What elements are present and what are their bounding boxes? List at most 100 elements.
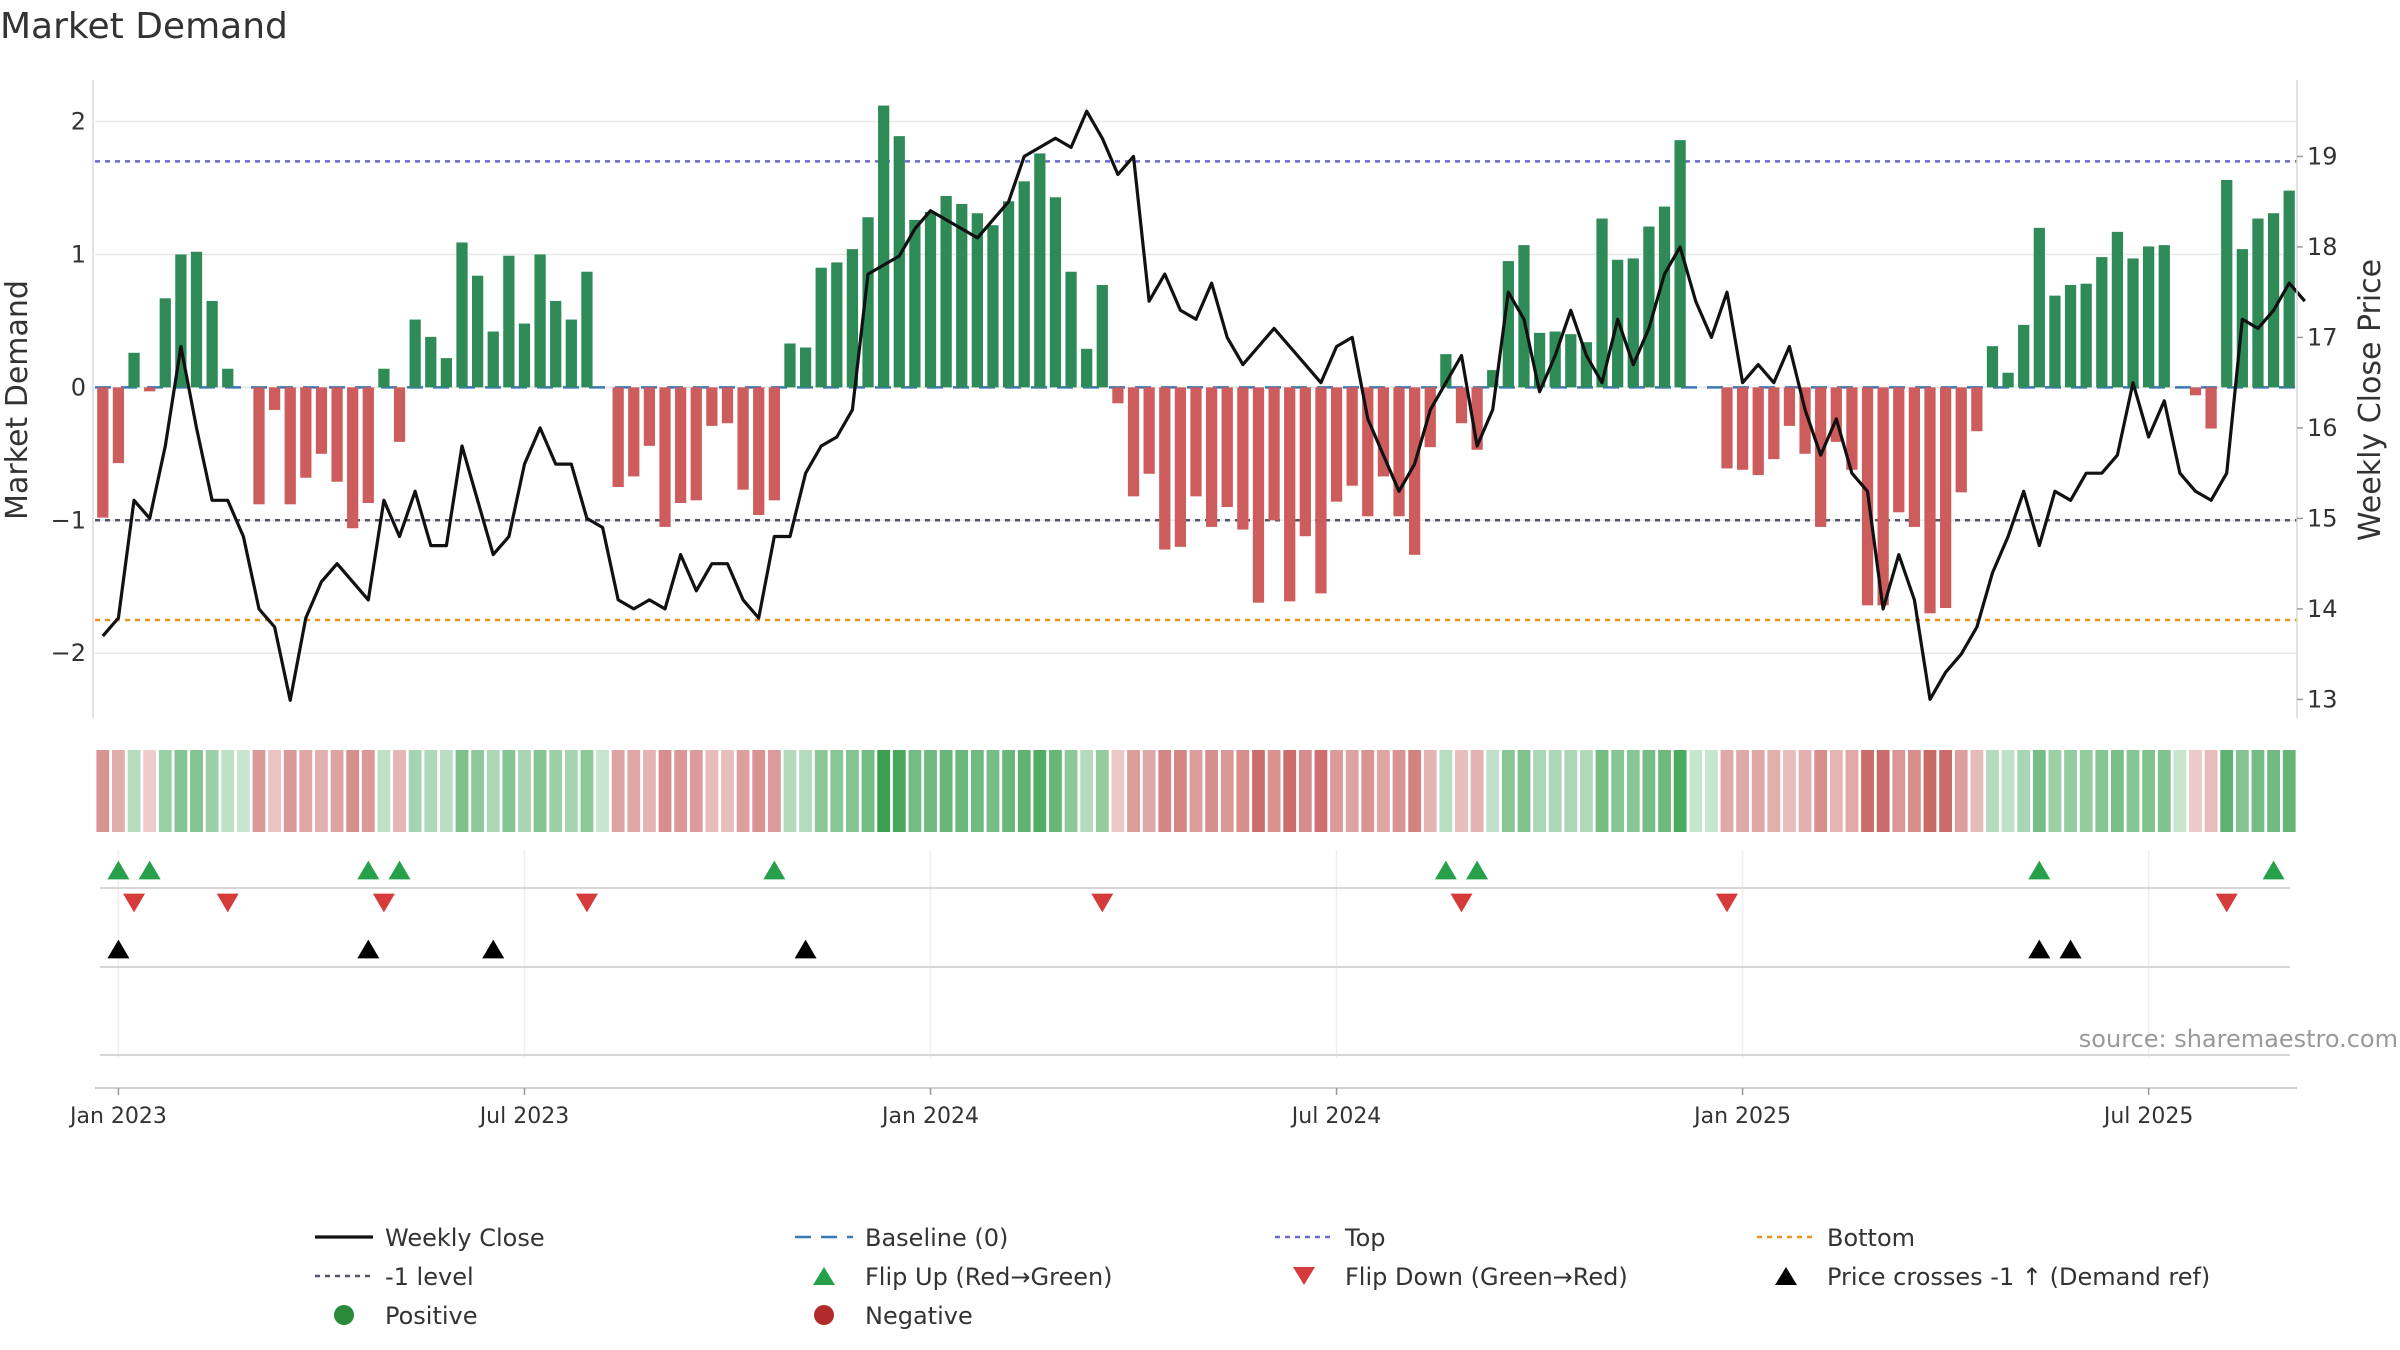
demand-bar-positive [222,368,234,388]
price-cross-marker [107,939,130,959]
demand-bar-negative [1752,387,1764,476]
heatmap-cell [2204,750,2218,832]
flip-up-marker [388,860,411,880]
heatmap-cell [1595,750,1609,832]
demand-bar-positive [940,195,952,388]
signal-markers [100,860,2290,1056]
demand-bar-negative [97,387,109,518]
heatmap-cell [1142,750,1156,832]
legend-label-minus-one: -1 level [385,1263,474,1291]
heatmap-cell [315,750,328,832]
heatmap-cell [1330,750,1343,832]
demand-bar-negative [706,387,718,426]
demand-bar-positive [1580,342,1593,388]
y-tick-label: 1 [71,240,86,268]
demand-bar-negative [144,387,156,392]
heatmap-cell [1345,750,1359,832]
flip-down-marker [372,893,395,913]
demand-bar-negative [1721,387,1733,469]
heatmap-cell [1673,750,1687,832]
demand-bar-positive [503,255,515,388]
heatmap-cell [1720,750,1734,832]
demand-bar-negative [347,387,359,529]
heatmap-cell [330,750,344,832]
heatmap-cell [689,750,703,832]
flip-up-marker [763,860,786,880]
demand-bar-positive [1096,285,1108,388]
demand-bar-positive [1643,226,1655,388]
heatmap-cell [455,750,469,832]
demand-bar-negative [1252,387,1265,603]
heatmap-cell [439,750,453,832]
heatmap-cell [2064,750,2077,832]
demand-bar-positive [831,262,843,388]
demand-bar-positive [1986,346,1999,388]
heatmap-cell [1189,750,1203,832]
heatmap-cell [814,750,828,832]
heatmap-cell [1423,750,1437,832]
heatmap-cell [2048,750,2062,832]
x-tick-label: Jul 2024 [1290,1104,1382,1129]
legend-label-baseline: Baseline (0) [865,1224,1008,1252]
grid-layer [95,120,2297,1058]
flip-up-marker [2262,860,2285,880]
legend-label-price-cross: Price crosses -1 ↑ (Demand ref) [1827,1263,2210,1291]
heatmap-cell [1564,750,1578,832]
heatmap-cell [268,750,281,832]
y2-tick-label: 17 [2307,323,2338,351]
heatmap-cell [1954,750,1968,832]
heatmap-cell [1017,750,1031,832]
demand-bar-positive [2080,283,2092,388]
demand-bar-negative [1221,387,1233,507]
heatmap-cell [174,750,188,832]
heatmap-cell [518,750,531,832]
demand-bar-positive [893,136,905,388]
y-tick-label: −2 [51,639,86,667]
demand-bar-positive [1627,258,1639,388]
demand-bar-negative [1455,387,1468,424]
demand-bar-negative [1190,387,1202,497]
heatmap-cell [1892,750,1906,832]
demand-bar-positive [2002,372,2014,388]
demand-bar-positive [1065,271,1077,388]
legend-label-negative: Negative [865,1302,973,1330]
demand-bar-negative [393,387,406,442]
heatmap-cell [2001,750,2015,832]
legend-symbol-positive [334,1305,354,1325]
heatmap-cell [1689,750,1703,832]
price-cross-marker [2059,939,2082,959]
heatmap-cell [1236,750,1250,832]
heatmap-cell [1033,750,1047,832]
heatmap-cell [2017,750,2031,832]
heatmap-cell [721,750,734,832]
heatmap-cell [2126,750,2140,832]
demand-bar-negative [1205,387,1218,527]
demand-bar-negative [1127,387,1140,497]
heatmap-cell [2111,750,2124,832]
demand-bar-negative [2189,387,2202,396]
y-axis-label: Market Demand [0,280,35,520]
heatmap-cell [1127,750,1140,832]
legend-label-top: Top [1344,1224,1386,1252]
demand-bar-negative [1846,387,1858,470]
heatmap-cell [158,750,172,832]
demand-bar-negative [690,387,702,501]
demand-bar-positive [1658,206,1671,388]
heatmap-cell [221,750,235,832]
demand-bar-negative [1377,387,1390,477]
flip-down-marker [1091,893,1114,913]
demand-bar-positive [2033,227,2045,388]
demand-bar-negative [1783,387,1796,426]
legend-item-negative: Negative [814,1302,973,1330]
heatmap-cell [408,750,422,832]
heatmap-cell [1486,750,1500,832]
heatmap-cell [1907,750,1921,832]
heatmap-cell [377,750,391,832]
heatmap-cell [1783,750,1796,832]
legend-symbol-flip-up [813,1267,835,1285]
demand-bar-positive [1440,354,1452,388]
demand-bar-negative [1284,387,1296,602]
demand-bar-negative [1908,387,1921,527]
demand-bar-positive [862,217,874,388]
